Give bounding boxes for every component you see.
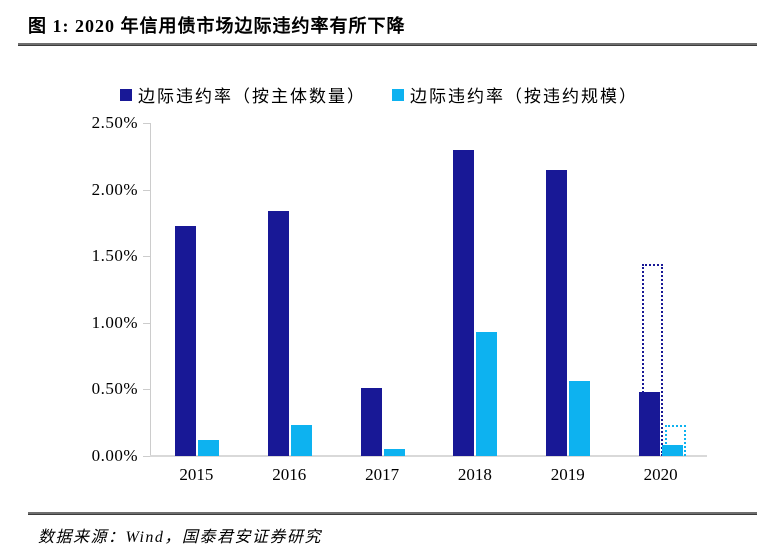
y-axis-label: 2.00% <box>91 179 138 199</box>
legend-swatch-cyan-icon <box>392 88 404 101</box>
y-axis-label: 1.50% <box>91 246 138 266</box>
source-note: 数据来源：Wind，国泰君安证券研究 <box>38 529 322 546</box>
y-axis-label: 2.50% <box>91 113 138 132</box>
x-axis-line <box>150 455 707 457</box>
x-axis-label: 2016 <box>272 465 307 484</box>
legend-item-by-default-size: 边际违约率（按违约规模） <box>392 82 638 107</box>
title-divider-rule <box>18 43 757 46</box>
y-axis-tick <box>143 256 150 258</box>
y-axis-tick <box>143 189 150 191</box>
bar-by-default-size-2018 <box>476 332 498 456</box>
source-divider-rule <box>28 512 757 515</box>
x-axis-label: 2019 <box>550 465 585 484</box>
y-axis-tick <box>143 456 150 457</box>
x-axis-label: 2018 <box>457 465 492 484</box>
bar-by-entity-count-2020 <box>639 392 661 456</box>
chart-legend: 边际违约率（按主体数量） 边际违约率（按违约规模） <box>120 82 638 107</box>
y-axis-label: 0.50% <box>91 379 138 399</box>
y-axis-label: 0.00% <box>91 446 138 465</box>
y-axis-tick <box>143 123 150 124</box>
y-axis-tick <box>143 322 150 324</box>
bar-by-entity-count-2015 <box>174 225 196 456</box>
y-axis-tick <box>143 389 150 391</box>
x-axis-label: 2015 <box>179 465 214 484</box>
bar-by-entity-count-2017 <box>360 388 382 456</box>
legend-label-by-entity-count: 边际违约率（按主体数量） <box>138 87 366 106</box>
legend-item-by-entity-count: 边际违约率（按主体数量） <box>120 82 366 107</box>
x-axis-label: 2020 <box>643 465 678 484</box>
bar-by-default-size-2017 <box>383 449 405 456</box>
legend-label-by-default-size: 边际违约率（按违约规模） <box>410 87 638 106</box>
figure-title: 图 1: 2020 年信用债市场边际违约率有所下降 <box>28 16 406 36</box>
bar-by-entity-count-2016 <box>267 210 289 456</box>
bar-by-entity-count-2018 <box>453 149 475 456</box>
bar-by-default-size-2016 <box>290 425 312 456</box>
legend-swatch-navy-icon <box>120 88 132 101</box>
bar-by-default-size-2015 <box>197 440 219 456</box>
plot-area <box>143 123 707 457</box>
bar-by-entity-count-2019 <box>546 169 568 456</box>
y-axis-line <box>150 123 151 457</box>
bar-by-default-size-2019 <box>569 381 591 456</box>
x-axis-label: 2017 <box>365 465 400 484</box>
y-axis-label: 1.00% <box>91 312 138 332</box>
bar-by-default-size-2020 <box>662 445 684 456</box>
